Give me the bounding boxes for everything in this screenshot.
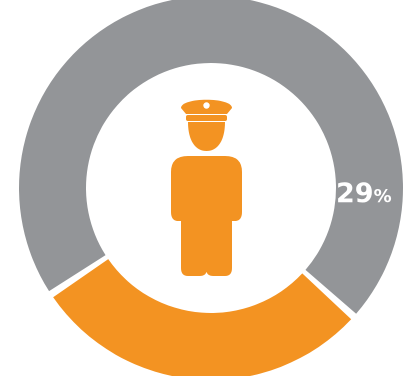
percentage-suffix: % <box>374 186 392 207</box>
slice-remainder <box>19 0 403 314</box>
percentage-label: 29% <box>336 178 392 209</box>
donut-slices <box>19 0 403 376</box>
police-officer-icon <box>171 99 242 276</box>
slice-highlight <box>53 259 352 376</box>
percentage-value: 29 <box>336 178 374 209</box>
